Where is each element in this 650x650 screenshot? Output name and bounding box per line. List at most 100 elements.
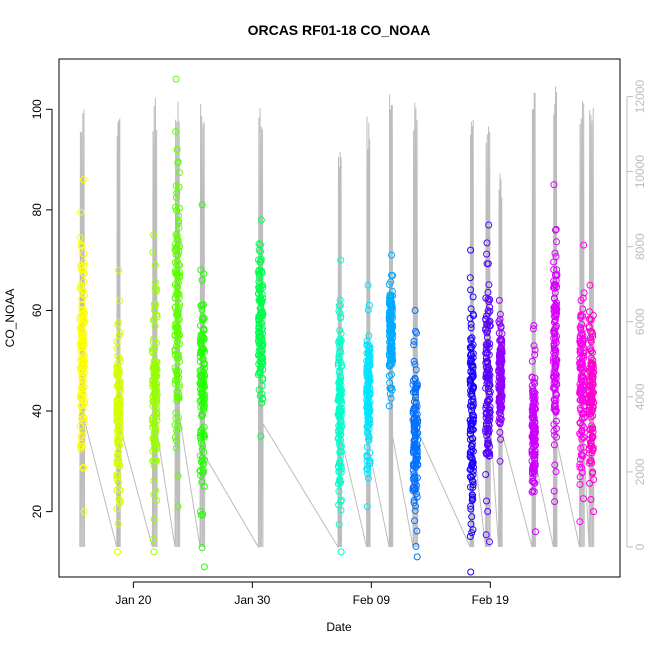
- data-point: [77, 445, 84, 453]
- y-tick-label: 80: [30, 203, 44, 217]
- data-point: [173, 232, 181, 240]
- data-point: [588, 389, 596, 397]
- data-point: [550, 373, 558, 380]
- data-point: [577, 431, 585, 439]
- data-point: [79, 372, 87, 380]
- data-point: [78, 266, 86, 274]
- data-point: [550, 341, 558, 349]
- data-point: [389, 272, 397, 279]
- data-point: [149, 535, 157, 543]
- data-point: [256, 312, 264, 320]
- data-point: [151, 261, 159, 269]
- data-point: [80, 508, 88, 516]
- data-point: [174, 311, 182, 319]
- data-point: [466, 314, 474, 322]
- data-point: [115, 379, 123, 387]
- data-point: [484, 417, 492, 425]
- series-rf02: [113, 266, 124, 556]
- data-point: [482, 370, 490, 378]
- data-point: [116, 297, 124, 305]
- data-point: [550, 441, 558, 449]
- data-point: [486, 390, 493, 398]
- data-point: [530, 479, 538, 487]
- data-point: [366, 356, 374, 364]
- data-point: [175, 219, 182, 227]
- data-point: [79, 306, 87, 314]
- data-point: [258, 390, 266, 398]
- data-point: [387, 371, 395, 378]
- data-point: [77, 326, 85, 334]
- data-point: [576, 460, 584, 468]
- data-point: [388, 330, 395, 338]
- data-point: [410, 357, 418, 365]
- data-point: [174, 422, 182, 430]
- data-point: [172, 437, 180, 445]
- data-point: [552, 324, 560, 331]
- data-point: [409, 388, 417, 396]
- data-point: [335, 463, 343, 471]
- data-point: [150, 515, 158, 523]
- data-point: [257, 319, 265, 327]
- data-point: [486, 322, 494, 330]
- data-point: [495, 329, 503, 337]
- data-point: [482, 316, 490, 324]
- data-point: [256, 274, 263, 282]
- data-point: [467, 505, 475, 513]
- data-point: [412, 502, 419, 510]
- data-point: [496, 346, 504, 354]
- data-point: [531, 374, 539, 382]
- data-point: [530, 430, 538, 438]
- data-point: [552, 362, 560, 370]
- data-point: [578, 428, 586, 435]
- y-tick-label: 40: [30, 404, 44, 418]
- data-point: [363, 337, 371, 345]
- data-point: [497, 404, 505, 412]
- data-point: [174, 277, 182, 284]
- data-point: [337, 348, 345, 356]
- data-point: [552, 417, 560, 425]
- data-point: [153, 497, 160, 504]
- data-point: [484, 436, 492, 444]
- data-point: [337, 391, 345, 398]
- data-point: [363, 503, 371, 511]
- data-point: [198, 201, 206, 209]
- data-point: [467, 502, 475, 510]
- data-point: [483, 450, 490, 458]
- data-point: [578, 320, 586, 328]
- series-rf06: [254, 216, 267, 440]
- data-point: [198, 544, 206, 552]
- data-point: [175, 389, 182, 397]
- data-point: [579, 375, 586, 382]
- data-point: [482, 410, 490, 418]
- data-point: [496, 395, 504, 403]
- data-point: [485, 221, 493, 229]
- data-point: [589, 311, 597, 319]
- data-point: [196, 467, 204, 475]
- data-point: [152, 366, 160, 374]
- data-point: [335, 501, 343, 509]
- data-point: [467, 358, 475, 366]
- data-point: [468, 446, 476, 454]
- data-point: [410, 423, 418, 431]
- data-point: [149, 418, 157, 425]
- data-point: [553, 356, 561, 364]
- data-point: [578, 358, 586, 365]
- plot-frame: [58, 58, 621, 578]
- y2-tick-label: 10000: [633, 155, 647, 189]
- data-point: [255, 246, 263, 254]
- data-point: [385, 281, 393, 288]
- data-point: [199, 301, 207, 309]
- data-point: [410, 477, 418, 485]
- data-point: [173, 189, 181, 197]
- data-point: [410, 404, 418, 412]
- data-point: [486, 380, 493, 388]
- data-point: [255, 267, 263, 275]
- data-point: [113, 427, 121, 435]
- data-point: [469, 426, 477, 434]
- data-point: [335, 422, 343, 430]
- data-point: [201, 433, 209, 441]
- data-point: [496, 315, 504, 323]
- data-point: [579, 452, 587, 460]
- data-point: [77, 208, 85, 216]
- series-rf07: [334, 256, 346, 556]
